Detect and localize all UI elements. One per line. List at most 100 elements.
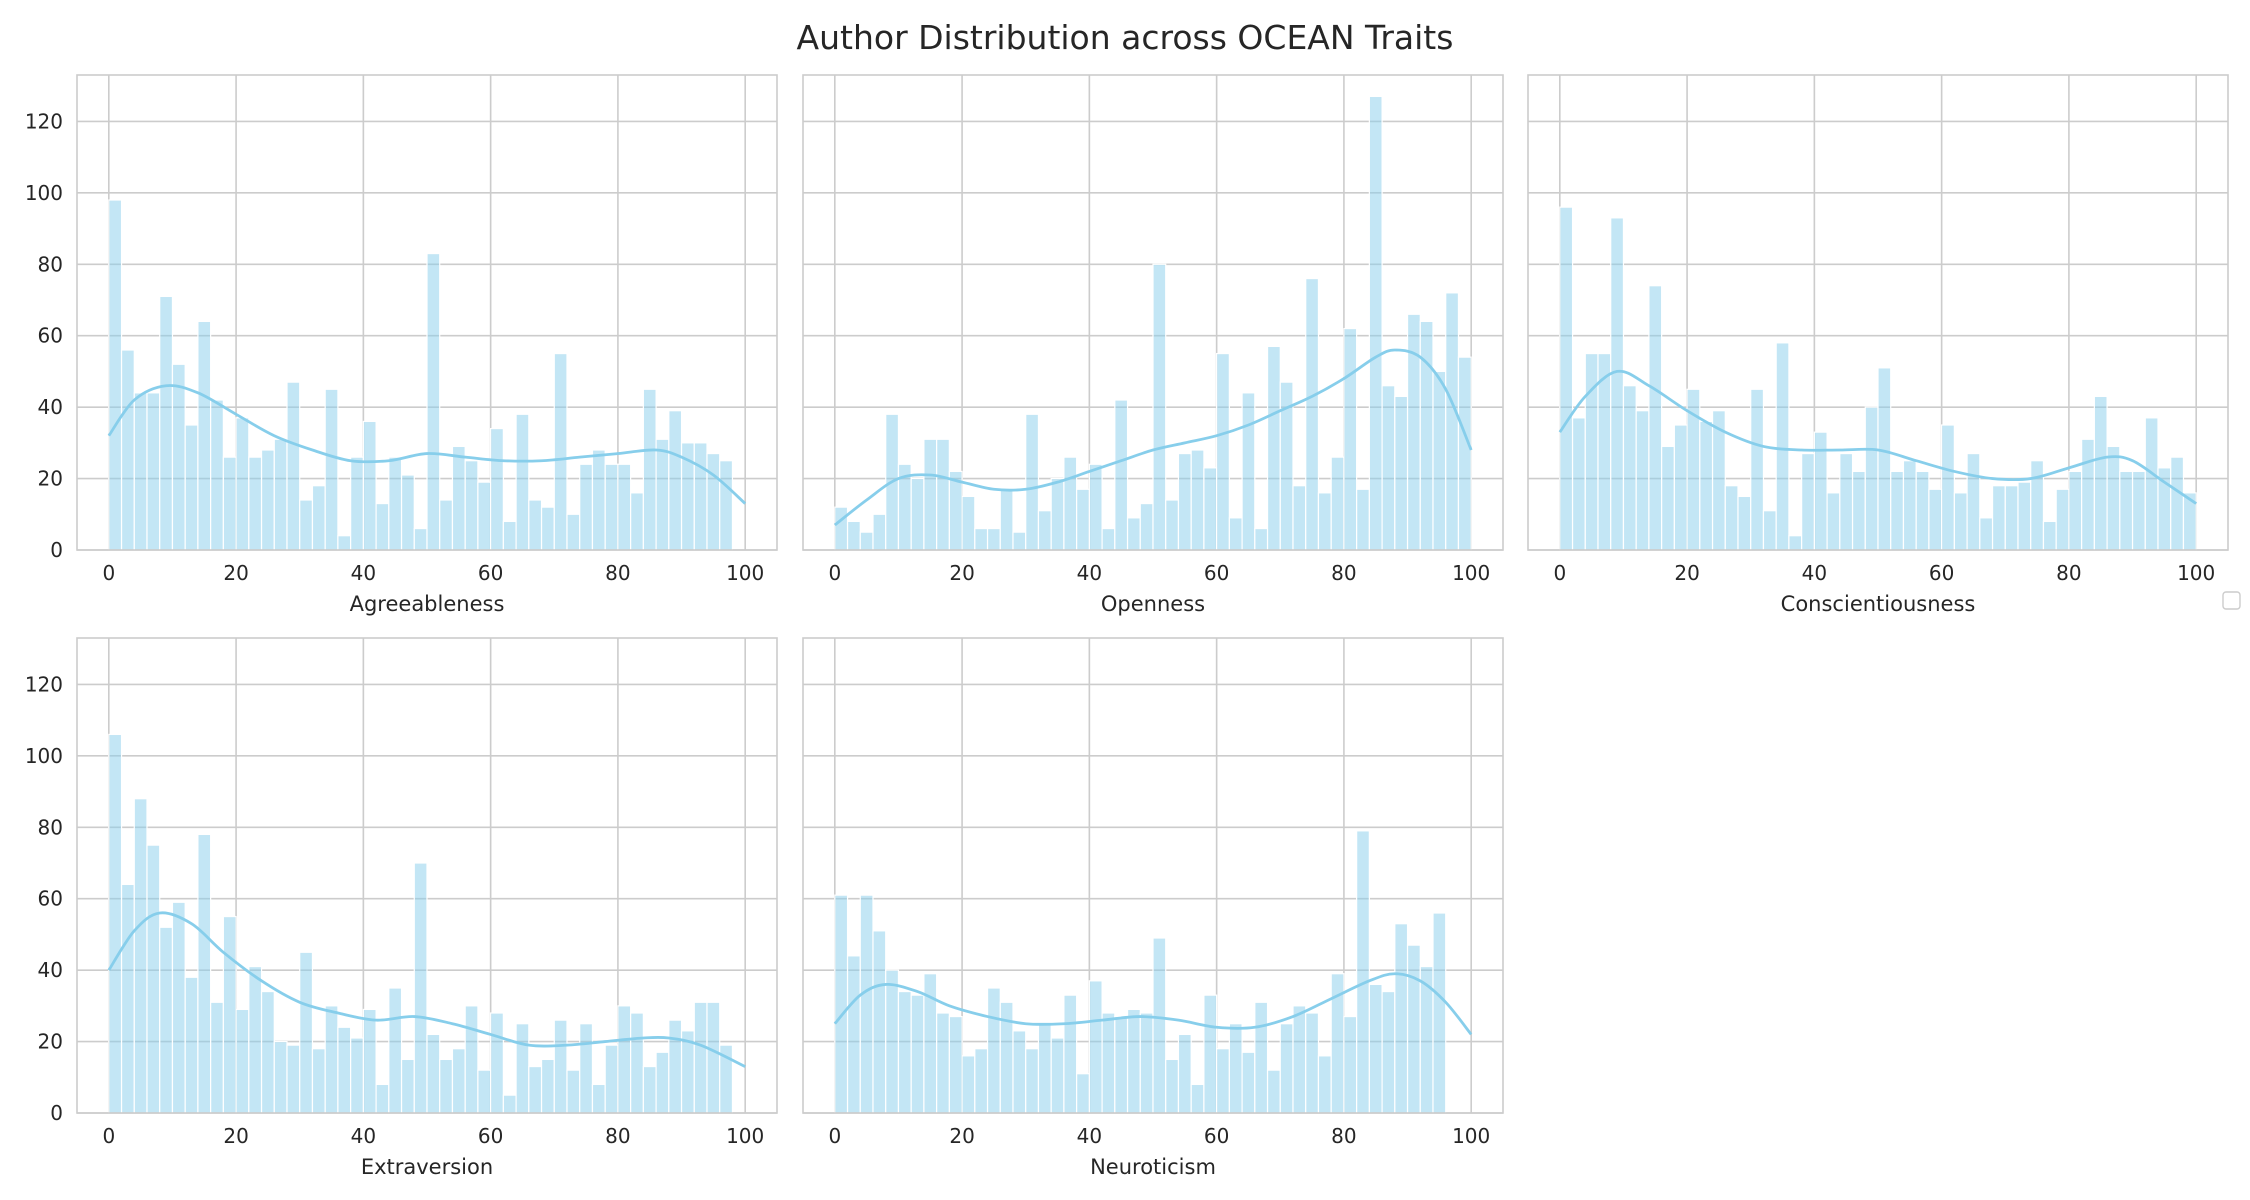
histogram-bar — [222, 915, 237, 1114]
histogram-bar — [2004, 485, 2019, 551]
subplot-grid: 0 20 40 60 80 100 0 20 40 60 80 100 120 Agreeableness… — [25, 74, 2229, 1179]
x-tick-label: 60 — [1929, 561, 1954, 585]
y-tick-label: 60 — [38, 324, 63, 348]
histogram-bar — [1254, 1001, 1269, 1114]
histogram-bar — [1610, 217, 1625, 551]
histogram-bar — [146, 392, 161, 551]
histogram-bar — [1343, 327, 1358, 551]
y-tick-label: 0 — [50, 1101, 63, 1125]
x-tick-label: 100 — [2177, 561, 2215, 585]
histogram-bar — [1254, 527, 1269, 551]
histogram-bar — [159, 926, 174, 1114]
histogram-bar — [400, 1058, 415, 1114]
histogram-bar — [311, 485, 326, 551]
histogram-bar — [1025, 413, 1040, 551]
x-tick-label: 60 — [1204, 561, 1229, 585]
histogram-bar — [1622, 385, 1637, 551]
histogram-bar — [222, 456, 237, 551]
histogram-bar — [464, 1005, 479, 1114]
x-tick-label: 80 — [605, 1124, 630, 1148]
histogram-bar — [1991, 485, 2006, 551]
histogram-bar — [248, 456, 263, 551]
histogram-bar — [1356, 830, 1370, 1114]
histogram-bar — [413, 527, 428, 551]
histogram-bar — [1317, 1055, 1332, 1114]
histogram-bar — [273, 1040, 288, 1114]
histogram-bar — [1979, 517, 1994, 551]
histogram-bar — [1152, 937, 1167, 1114]
histogram-bar — [502, 1094, 517, 1114]
histogram-bar — [426, 1033, 441, 1114]
y-tick-label: 40 — [38, 958, 63, 982]
histogram-bar — [477, 481, 492, 551]
histogram-bar — [159, 295, 174, 551]
histogram-bar — [2144, 417, 2159, 551]
x-tick-label: 80 — [1331, 561, 1356, 585]
histogram-bar — [948, 1015, 963, 1114]
histogram-bar — [311, 1048, 326, 1114]
histogram-bar — [655, 438, 670, 551]
histogram-bar — [2170, 456, 2185, 551]
kde-curve — [107, 911, 746, 1068]
x-axis-label: Extraversion — [361, 1155, 493, 1179]
y-tick-label: 100 — [25, 181, 63, 205]
histogram-bar — [1088, 980, 1103, 1114]
x-tick-label: 0 — [1553, 561, 1566, 585]
histogram-bar — [1368, 95, 1383, 551]
histogram-bar — [1228, 517, 1243, 551]
histogram-bar — [324, 1005, 339, 1114]
axes-frame — [76, 74, 778, 551]
histogram-bar — [1635, 410, 1650, 551]
histogram-bar — [961, 495, 976, 551]
histogram-bar — [108, 733, 123, 1114]
histogram-bar — [451, 445, 466, 551]
histogram-bar — [1050, 477, 1065, 551]
histogram-bar — [1966, 452, 1981, 551]
y-tick-label: 0 — [50, 538, 63, 562]
histogram-bar — [1266, 345, 1281, 551]
histogram-bar — [490, 427, 504, 551]
histogram-bar — [591, 1083, 606, 1114]
histogram-bar — [910, 994, 925, 1114]
x-tick-label: 20 — [1674, 561, 1699, 585]
histogram-bar — [286, 1044, 301, 1114]
histogram-bar — [553, 352, 568, 551]
histogram-bar — [885, 969, 900, 1114]
histogram-bar — [1381, 385, 1396, 551]
histogram-bar — [1203, 467, 1218, 551]
histogram-bar — [1737, 495, 1752, 551]
histogram-bar — [2131, 470, 2146, 551]
histogram-bar — [1190, 449, 1205, 551]
histogram-bar — [197, 833, 212, 1114]
histogram-bar — [2119, 470, 2134, 551]
histogram-bar — [324, 388, 339, 551]
histogram-bar — [362, 420, 377, 551]
histogram-bar — [859, 894, 874, 1114]
histogram-bar — [1216, 352, 1230, 551]
histogram-bar — [1025, 1048, 1040, 1114]
histogram-bar — [439, 1058, 454, 1114]
histogram-bar — [1305, 1012, 1320, 1114]
histogram-bar — [1063, 456, 1078, 551]
histogram-bar — [1839, 452, 1854, 551]
kde-curve — [833, 972, 1473, 1036]
histogram-bar — [260, 990, 275, 1114]
histogram-bar — [337, 535, 352, 551]
histogram-bar — [2055, 488, 2070, 551]
histogram-bar — [350, 456, 364, 551]
histogram-bar — [286, 381, 301, 551]
histogram-bar — [1050, 1037, 1065, 1114]
histogram-bar — [1864, 406, 1879, 551]
histogram-bar — [1012, 1030, 1027, 1114]
histogram-bar — [120, 349, 135, 551]
y-tick-label: 20 — [38, 1030, 63, 1054]
histogram-bar — [1699, 420, 1714, 551]
histogram-bar — [400, 474, 415, 551]
histogram-bar — [1941, 424, 1955, 551]
y-tick-label: 100 — [25, 744, 63, 768]
histogram-bar — [936, 438, 950, 551]
x-tick-label: 40 — [1077, 1124, 1102, 1148]
histogram-bar — [1216, 1048, 1230, 1114]
histogram-bar — [642, 388, 657, 551]
histogram-bar — [477, 1069, 492, 1114]
